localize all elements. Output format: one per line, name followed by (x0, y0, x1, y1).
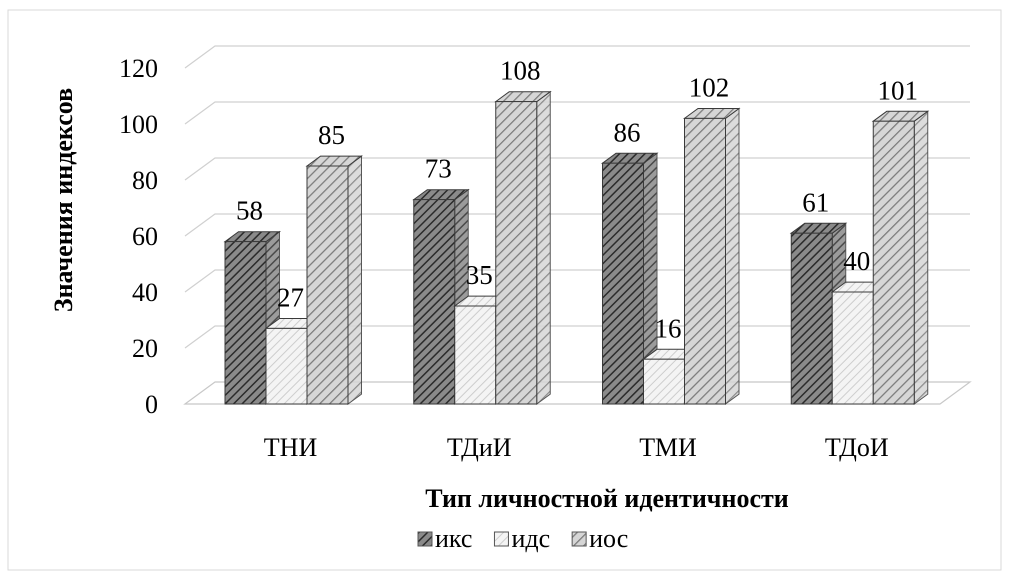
y-axis-title: Значения индексов (49, 88, 78, 312)
legend-item: иос (571, 524, 628, 553)
y-tick-label: 20 (132, 334, 158, 363)
bar-side (725, 107, 740, 405)
gridline (184, 157, 970, 181)
gridline (184, 213, 970, 237)
bar-front (495, 101, 538, 405)
legend-label: идс (511, 524, 550, 553)
legend-swatch (417, 531, 433, 547)
data-label: 73 (425, 154, 452, 184)
bar-front (224, 241, 267, 405)
bar-front (831, 291, 874, 405)
data-label: 86 (614, 117, 641, 147)
legend: икс идс иос (417, 524, 628, 553)
legend-label: икс (435, 524, 472, 553)
bar (682, 107, 741, 405)
y-tick-label: 80 (132, 166, 158, 195)
x-tick-label: ТДоИ (825, 433, 889, 462)
legend-item: идс (493, 524, 550, 553)
y-tick-label: 0 (145, 390, 158, 419)
bar-front (413, 199, 456, 405)
bar-front (790, 232, 833, 405)
x-tick-label: ТМИ (639, 433, 697, 462)
y-tick-label: 60 (132, 222, 158, 251)
bars-layer (223, 90, 930, 405)
bar-front (684, 117, 726, 405)
data-label: 16 (655, 313, 682, 343)
bar-front (872, 120, 915, 405)
bar (871, 110, 930, 405)
x-axis-title: Тип личностной идентичности (425, 484, 788, 513)
legend-swatch (571, 531, 587, 547)
bar-side (347, 155, 362, 405)
bar-front (454, 305, 497, 405)
data-label: 58 (236, 196, 263, 226)
bar (494, 90, 552, 405)
bar-front (602, 162, 644, 405)
bar-front (643, 358, 685, 405)
data-label: 102 (689, 73, 730, 103)
chart-frame (7, 9, 1002, 571)
bar-front (265, 327, 308, 405)
data-label: 35 (466, 260, 493, 290)
data-label: 61 (802, 187, 829, 217)
data-label: 101 (878, 75, 919, 105)
data-label: 108 (500, 56, 541, 86)
bar-side (913, 110, 929, 405)
bar (412, 188, 470, 405)
gridline (184, 101, 970, 125)
bar-front (306, 165, 349, 405)
bar-side (536, 90, 551, 405)
data-label: 40 (843, 246, 870, 276)
data-label: 27 (277, 283, 304, 313)
bar (305, 155, 364, 405)
y-tick-label: 120 (119, 54, 158, 83)
x-tick-label: ТДиИ (447, 433, 512, 462)
data-label: 85 (318, 120, 345, 150)
grid-layer (183, 45, 972, 405)
labels-layer: 0 20 40 60 80 100 120 58 27 85 ТНИ 73 35 108 ТДиИ 86 16 1… (119, 54, 918, 462)
legend-item: икс (417, 524, 472, 553)
gridline (184, 45, 970, 69)
y-tick-label: 100 (119, 110, 158, 139)
legend-label: иос (589, 524, 628, 553)
x-tick-label: ТНИ (264, 433, 318, 462)
y-tick-label: 40 (132, 278, 158, 307)
legend-swatch (493, 531, 509, 547)
